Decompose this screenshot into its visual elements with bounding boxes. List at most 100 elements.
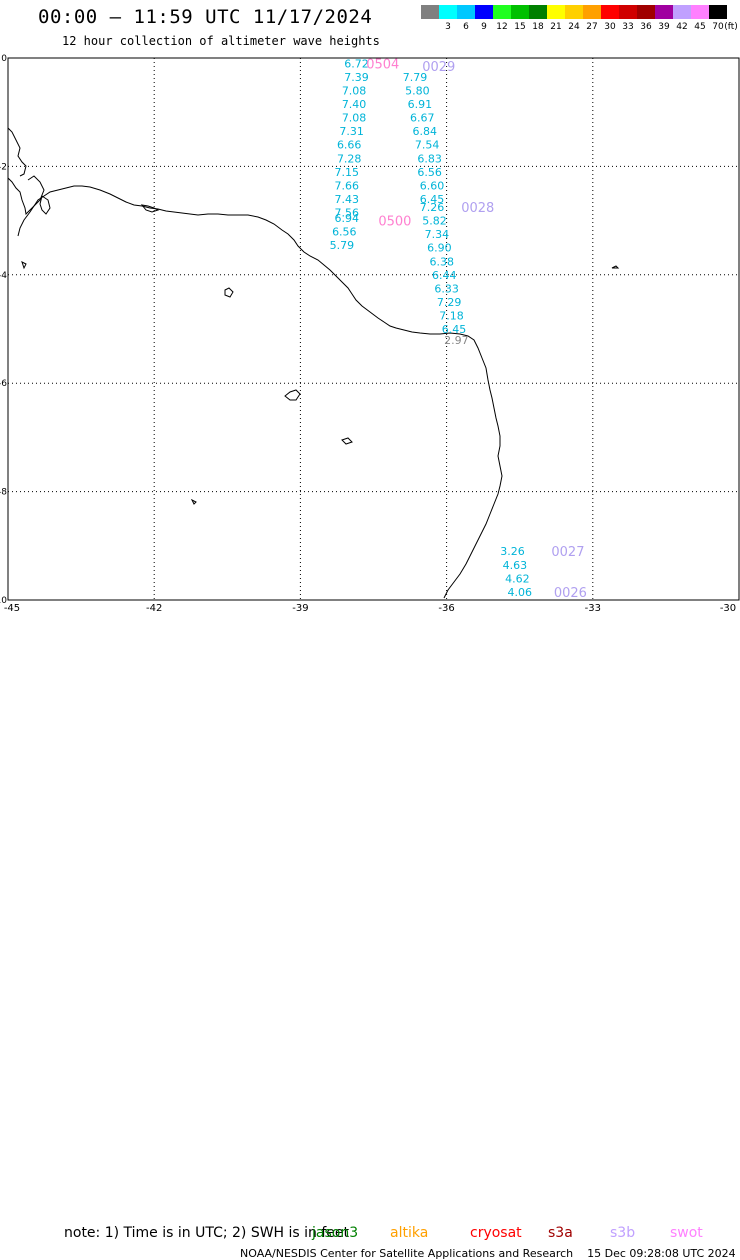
credit-timestamp: 15 Dec 09:28:08 UTC 2024 <box>587 1247 736 1260</box>
wave-height-value: 6.38 <box>430 255 455 268</box>
wave-height-value: 6.90 <box>427 242 452 255</box>
pass-time-tag: 0026 <box>554 586 587 601</box>
colorbar-swatch <box>619 5 637 19</box>
map-frame <box>7 57 740 601</box>
wave-height-value: 5.79 <box>330 239 355 252</box>
colorbar-swatch <box>493 5 511 19</box>
colorbar-swatch <box>583 5 601 19</box>
colorbar-label: 45 <box>694 22 706 32</box>
satellite-legend-cryosat: cryosat <box>470 1225 522 1241</box>
wave-height-value: 7.79 <box>403 71 428 84</box>
wave-height-value: 7.31 <box>339 125 364 138</box>
wave-height-value: 7.08 <box>342 85 367 98</box>
colorbar-label: 18 <box>532 22 544 32</box>
wave-height-value: 7.18 <box>439 309 464 322</box>
colorbar-label: 9 <box>481 22 487 32</box>
colorbar-label: 12 <box>496 22 508 32</box>
x-tick-label: -39 <box>292 603 308 612</box>
footer: note: 1) Time is in UTC; 2) SWH is in fe… <box>0 612 740 1260</box>
coastline-fernando-de-noronha-2 <box>341 437 353 445</box>
x-tick-label: -42 <box>146 603 162 612</box>
colorbar-label: 36 <box>640 22 652 32</box>
colorbar-swatch <box>511 5 529 19</box>
colorbar-swatch <box>691 5 709 19</box>
colorbar-label: 70 <box>712 22 724 32</box>
x-tick-label: -30 <box>720 603 736 612</box>
coastline-amazon-delta-2 <box>17 175 45 237</box>
wave-height-value: 7.43 <box>335 193 360 206</box>
wave-height-value: 7.28 <box>337 152 362 165</box>
pass-time-labels: 0504 0029 0028 0500 0027 0026 <box>366 57 587 600</box>
colorbar-swatch <box>601 5 619 19</box>
wave-height-value: 4.06 <box>508 586 533 599</box>
wave-height-value: 6.94 <box>335 212 360 225</box>
wave-height-value: 6.66 <box>337 139 362 152</box>
wave-height-value: 7.40 <box>342 98 367 111</box>
satellite-legend-s3a: s3a <box>548 1225 573 1241</box>
pass-time-tag: 0029 <box>422 60 455 75</box>
wave-height-value: 5.82 <box>422 215 447 228</box>
x-tick-label: -36 <box>438 603 454 612</box>
y-tick-label: -2 <box>0 162 7 172</box>
wave-height-value: 6.91 <box>408 98 433 111</box>
colorbar-swatch <box>475 5 493 19</box>
wave-height-value: 7.54 <box>415 139 440 152</box>
colorbar-swatch <box>637 5 655 19</box>
colorbar-label: 27 <box>586 22 598 32</box>
credit-text: NOAA/NESDIS Center for Satellite Applica… <box>240 1247 574 1260</box>
wave-height-value: 6.33 <box>434 282 459 295</box>
satellite-legend-swot: swot <box>670 1225 703 1241</box>
wave-height-map: -45-42-39-36-33-300-2-4-6-8-10 6.727.397… <box>0 54 740 612</box>
coastline-islet-3 <box>611 265 620 269</box>
pass-time-tag: 0500 <box>378 215 411 230</box>
wave-height-value: 7.66 <box>335 179 360 192</box>
wave-height-value: 6.83 <box>417 152 442 165</box>
wave-height-value: 6.45 <box>420 193 445 206</box>
colorbar-label: 30 <box>604 22 616 32</box>
colorbar-label: 39 <box>658 22 670 32</box>
wave-height-value: 6.56 <box>417 166 442 179</box>
y-tick-label: -6 <box>0 379 7 389</box>
wave-height-value: 7.34 <box>425 228 450 241</box>
colorbar-swatch <box>457 5 475 19</box>
wave-height-value: 7.56 <box>335 206 360 219</box>
colorbar-label: 33 <box>622 22 634 32</box>
wave-height-value: 6.60 <box>420 179 445 192</box>
coastline-atol-das-rocas <box>224 287 234 298</box>
map-grid <box>7 57 740 601</box>
footer-note: note: 1) Time is in UTC; 2) SWH is in fe… <box>64 1225 350 1241</box>
colorbar-swatch <box>421 5 439 19</box>
coastline <box>7 127 620 599</box>
wave-height-value: 6.84 <box>412 125 437 138</box>
wave-height-labels: 6.727.397.087.407.087.316.667.287.157.66… <box>330 57 532 598</box>
colorbar-swatch <box>529 5 547 19</box>
y-tick-label: -8 <box>0 488 7 498</box>
page-title: 00:00 – 11:59 UTC 11/17/2024 <box>38 6 373 28</box>
colorbar-label: 42 <box>676 22 688 32</box>
wave-height-value: 6.67 <box>410 112 435 125</box>
wave-height-value: 5.80 <box>405 85 430 98</box>
wave-height-value: 6.72 <box>344 57 369 70</box>
colorbar-swatch <box>673 5 691 19</box>
satellite-legend-s3b: s3b <box>610 1225 636 1241</box>
coastline-brazil <box>7 177 503 599</box>
colorbar-swatch <box>709 5 727 19</box>
colorbar-label: 15 <box>514 22 526 32</box>
pass-time-tag: 0504 <box>366 57 399 72</box>
axis-labels: -45 -42 -39 -36 -33 -30 0 -2 -4 -6 -8 -10 <box>0 54 736 612</box>
footer-credit: NOAA/NESDIS Center for Satellite Applica… <box>240 1247 736 1260</box>
satellite-legend-jason3: jason3 <box>312 1225 359 1241</box>
coastline-island-1 <box>140 204 160 213</box>
coastline-amazon-delta-3 <box>39 195 51 215</box>
colorbar-label: 6 <box>463 22 469 32</box>
coastline-amazon-delta-1 <box>7 127 27 177</box>
colorbar-swatch <box>655 5 673 19</box>
page-subtitle: 12 hour collection of altimeter wave hei… <box>62 34 380 48</box>
wave-height-value: 6.56 <box>332 225 357 238</box>
wave-height-value: 7.15 <box>335 166 360 179</box>
colorbar-swatch <box>439 5 457 19</box>
coastline-islet-2 <box>21 261 27 270</box>
wave-height-value: 7.26 <box>420 201 445 214</box>
satellite-legend-altika: altika <box>390 1225 429 1241</box>
colorbar-label: 24 <box>568 22 580 32</box>
